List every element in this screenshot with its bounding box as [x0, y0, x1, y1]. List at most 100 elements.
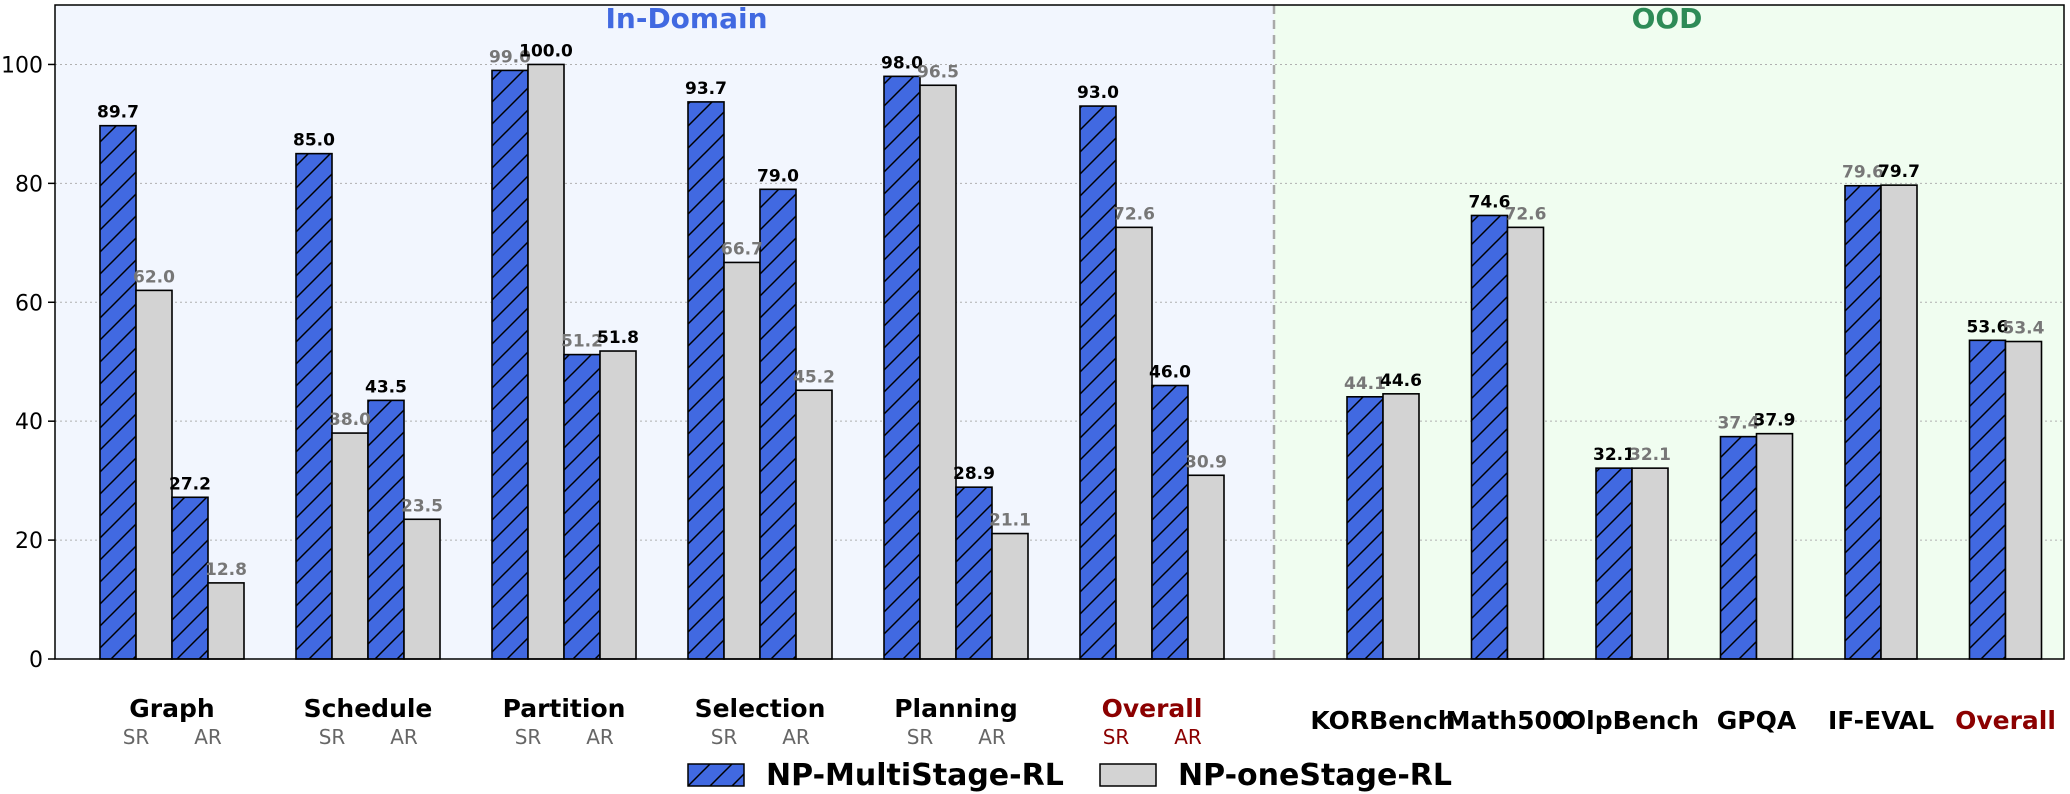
sub-label-ar: AR: [194, 725, 222, 749]
y-tick-label: 0: [29, 648, 43, 673]
bar-ood-overall-onestage: [2005, 341, 2042, 659]
legend-swatch-hatch: [688, 764, 744, 786]
value-label: 23.5: [401, 496, 443, 516]
bar-partition-sr-onestage: [528, 64, 564, 660]
bar-graph-sr-multistage-hatch: [100, 125, 136, 659]
value-label: 43.5: [365, 377, 407, 397]
sub-label-sr: SR: [1103, 725, 1130, 749]
bar-partition-ar-onestage: [600, 351, 636, 659]
sub-label-ar: AR: [782, 725, 810, 749]
bar-ood-korbench-multistage-hatch: [1347, 396, 1383, 659]
sub-label-sr: SR: [123, 725, 150, 749]
value-label: 46.0: [1149, 363, 1191, 383]
value-label: 45.2: [793, 367, 835, 387]
category-label: Graph: [129, 694, 214, 723]
category-label-ood: Overall: [1955, 706, 2056, 735]
bar-schedule-ar-onestage: [404, 519, 440, 659]
category-label-ood: GPQA: [1717, 706, 1797, 735]
y-tick-label: 80: [15, 172, 43, 197]
value-label: 38.0: [329, 410, 371, 430]
y-tick-label: 60: [15, 291, 43, 316]
bar-ood-korbench-onestage: [1383, 393, 1419, 659]
category-label-ood: Math500: [1446, 706, 1570, 735]
value-label: 53.4: [2003, 319, 2045, 339]
value-label: 12.8: [205, 560, 247, 580]
value-label: 79.6: [1842, 163, 1884, 183]
bar-ood-if-eval-multistage-hatch: [1845, 185, 1881, 659]
bar-graph-ar-onestage: [208, 582, 244, 659]
bar-graph-ar-multistage-hatch: [172, 497, 208, 659]
value-label: 99.0: [489, 47, 531, 67]
bar-graph-sr-onestage: [136, 290, 172, 659]
bar-ood-gpqa-multistage-hatch: [1720, 436, 1757, 659]
bar-planning-ar-multistage-hatch: [956, 487, 992, 659]
value-label: 66.7: [721, 239, 763, 259]
value-label: 79.0: [757, 166, 799, 186]
category-label: Schedule: [304, 694, 433, 723]
bar-overall-sr-onestage: [1116, 227, 1152, 660]
value-label: 93.0: [1077, 83, 1119, 103]
value-label: 62.0: [133, 267, 175, 287]
y-tick-label: 40: [15, 410, 43, 435]
bar-partition-sr-multistage-hatch: [492, 70, 528, 659]
bar-selection-sr-onestage: [724, 262, 760, 659]
value-label: 53.6: [1967, 317, 2009, 337]
value-label: 89.7: [97, 103, 139, 123]
sub-label-ar: AR: [1174, 725, 1202, 749]
value-label: 74.6: [1469, 192, 1511, 212]
legend-swatch-outline: [1099, 763, 1157, 787]
bar-ood-math500-onestage: [1507, 227, 1544, 660]
value-label: 30.9: [1185, 452, 1227, 472]
bar-planning-sr-onestage: [920, 85, 956, 660]
value-label: 85.0: [293, 131, 335, 151]
region-title-ood: OOD: [1632, 2, 1703, 35]
value-label: 37.9: [1754, 411, 1796, 431]
value-label: 27.2: [169, 474, 211, 494]
category-label: Partition: [503, 694, 626, 723]
plot-frame: [54, 4, 2065, 660]
value-label: 32.1: [1593, 445, 1635, 465]
bar-ood-olpbench-onestage: [1632, 468, 1668, 659]
bar-ood-overall-multistage-hatch: [1969, 340, 2006, 659]
value-label: 37.4: [1718, 414, 1760, 434]
y-tick-label: 100: [1, 53, 43, 78]
value-label: 51.8: [597, 328, 639, 348]
value-label: 98.0: [881, 53, 923, 73]
bar-overall-sr-multistage-hatch: [1080, 106, 1116, 659]
value-label: 51.2: [561, 332, 603, 352]
sub-label-sr: SR: [907, 725, 934, 749]
legend-label: NP-MultiStage-RL: [766, 758, 1064, 793]
bar-selection-sr-multistage-hatch: [688, 101, 724, 660]
legend-swatch-outline: [687, 763, 745, 787]
bar-partition-ar-multistage-hatch: [564, 354, 600, 659]
bar-planning-ar-onestage: [992, 533, 1028, 659]
legend-swatch-onestage: [1100, 764, 1156, 786]
value-label: 28.9: [953, 464, 995, 484]
value-label: 32.1: [1629, 445, 1671, 465]
bar-overall-ar-multistage-hatch: [1152, 385, 1188, 659]
sub-label-ar: AR: [586, 725, 614, 749]
sub-label-ar: AR: [390, 725, 418, 749]
bar-selection-ar-onestage: [796, 390, 832, 659]
category-label-ood: OlpBench: [1565, 706, 1699, 735]
value-label: 44.1: [1344, 374, 1386, 394]
bar-ood-math500-multistage-hatch: [1471, 215, 1508, 659]
bar-ood-gpqa-onestage: [1756, 433, 1793, 659]
sub-label-sr: SR: [711, 725, 738, 749]
sub-label-ar: AR: [978, 725, 1006, 749]
bar-ood-if-eval-onestage: [1881, 185, 1917, 659]
category-label: Planning: [894, 694, 1018, 723]
category-label-ood: IF-EVAL: [1828, 706, 1934, 735]
value-label: 100.0: [519, 41, 573, 61]
region-title-in-domain: In-Domain: [605, 2, 767, 35]
value-label: 21.1: [989, 511, 1031, 531]
bar-selection-ar-multistage-hatch: [760, 189, 796, 660]
in-domain-region-bg: [55, 5, 1274, 659]
legend-label: NP-oneStage-RL: [1178, 758, 1452, 793]
bar-schedule-sr-onestage: [332, 433, 368, 659]
bar-planning-sr-multistage-hatch: [884, 76, 920, 659]
category-label: Overall: [1102, 694, 1203, 723]
category-label-ood: KORBench: [1310, 706, 1455, 735]
sub-label-sr: SR: [319, 725, 346, 749]
